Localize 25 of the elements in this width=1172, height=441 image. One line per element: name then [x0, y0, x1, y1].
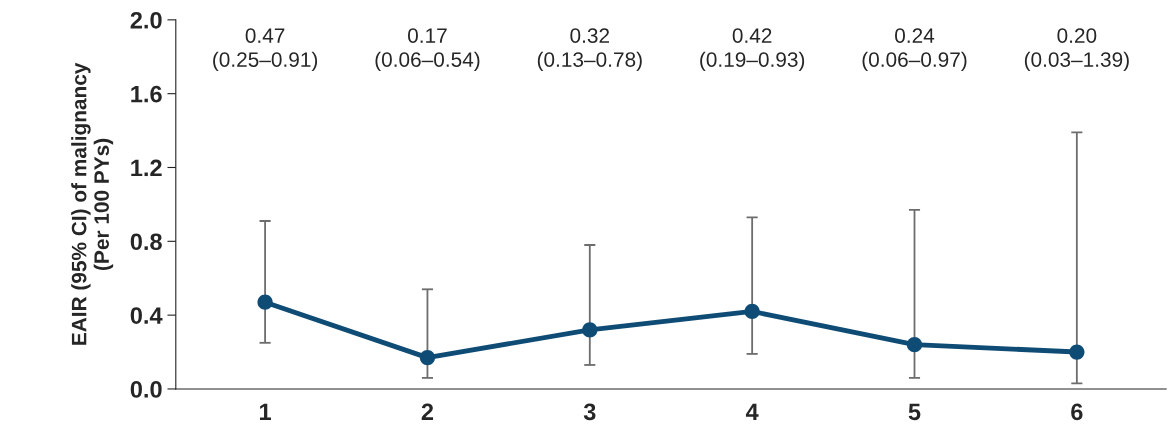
point	[419, 349, 436, 366]
annotation: 0.17 (0.06–0.54)	[375, 28, 480, 72]
y-tick-label: 0.4	[130, 307, 163, 324]
point	[744, 303, 760, 320]
x-tick-label: 6	[1071, 403, 1083, 421]
x-tick-label: 1	[260, 403, 271, 420]
x-tick-label: 5	[908, 403, 921, 421]
annotation: 0.32 (0.13–0.78)	[537, 28, 642, 72]
annotation: 0.20 (0.03–1.39)	[1024, 28, 1129, 72]
point	[257, 294, 273, 310]
annotation: 0.42 (0.19–0.93)	[700, 28, 805, 72]
y-tick-label: 2.0	[130, 11, 162, 29]
y-tick-label: 1.2	[131, 159, 162, 177]
y-tick-label: 0.8	[130, 233, 162, 251]
annotation: 0.47 (0.25–0.91)	[213, 28, 318, 72]
point	[1069, 344, 1085, 360]
x-tick-label: 3	[583, 403, 596, 421]
x-tick-label: 2	[421, 403, 434, 420]
point	[582, 322, 598, 338]
y-tick-label: 1.6	[131, 85, 162, 103]
y-tick-label: 0.0	[130, 381, 162, 398]
point	[906, 337, 923, 353]
y-axis-title: EAIR (95% CI) of malignancy (Per 100 PYs)	[71, 62, 114, 345]
annotation: 0.24 (0.06–0.97)	[862, 28, 967, 72]
x-tick-label: 4	[745, 403, 759, 420]
